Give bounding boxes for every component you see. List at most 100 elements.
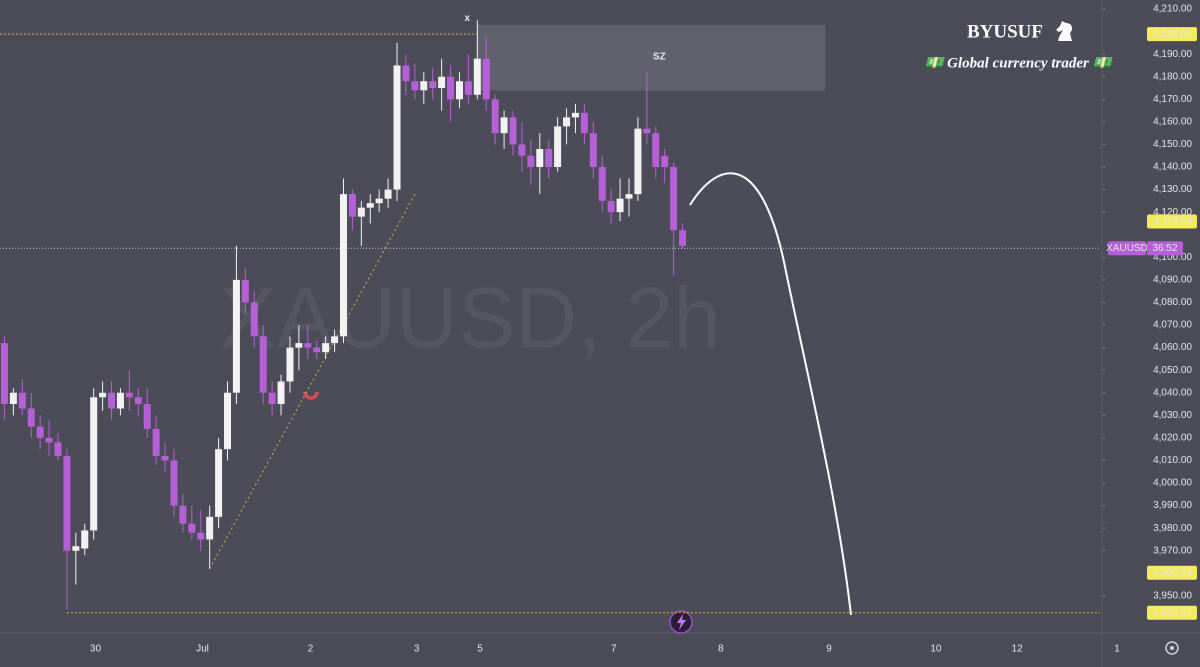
candle-body: [447, 76, 455, 100]
candle-body: [420, 81, 428, 91]
candle-body: [571, 112, 579, 118]
y-tick-label: 4,160.00: [1153, 117, 1192, 128]
candle-body: [348, 194, 356, 217]
candle-body: [366, 203, 374, 208]
price-label: 3,960.24: [1153, 567, 1192, 578]
candle-body: [643, 128, 651, 134]
candle-body: [259, 336, 267, 393]
candle-body: [161, 455, 169, 461]
y-tick-label: 4,150.00: [1153, 139, 1192, 150]
candle-body: [304, 343, 312, 348]
trendline: [209, 193, 416, 570]
x-tick-label: 9: [826, 644, 832, 655]
candle-body: [45, 437, 53, 443]
candle-body: [500, 117, 508, 134]
candle-body: [518, 144, 526, 156]
symbol-label: XAUUSD: [1106, 243, 1148, 254]
candle-body: [134, 397, 142, 405]
candle-body: [652, 133, 660, 168]
countdown-box: [1147, 241, 1183, 256]
x-tick-label: 3: [414, 644, 420, 655]
supply-zone: [477, 24, 826, 91]
price-label-box: [1147, 605, 1197, 620]
x-tick-label: 12: [1012, 644, 1024, 655]
candle-body: [589, 133, 597, 168]
candle-body: [224, 392, 232, 450]
candle-body: [215, 449, 223, 517]
candle-body: [411, 81, 419, 91]
x-tick-label: 2: [308, 644, 314, 655]
candle-body: [464, 81, 472, 95]
magnet-icon: [303, 391, 319, 400]
x-tick-label: 7: [611, 644, 617, 655]
candle-body: [580, 112, 588, 134]
candle-body: [339, 194, 347, 337]
candle-body: [170, 460, 178, 506]
candle-body: [116, 392, 124, 409]
candle-body: [545, 148, 553, 168]
countdown-label: 36:52: [1152, 243, 1177, 254]
candle-body: [393, 65, 401, 190]
y-tick-label: 3,990.00: [1153, 500, 1192, 511]
candle-body: [509, 117, 517, 145]
candle-body: [679, 230, 687, 247]
x-tick-label: 1: [1114, 644, 1120, 655]
y-tick-label: 4,010.00: [1153, 455, 1192, 466]
knight-icon: [1056, 21, 1073, 41]
candle-body: [125, 392, 133, 398]
candle-body: [18, 392, 26, 409]
candle-body: [536, 148, 544, 168]
price-label-box: [1147, 27, 1197, 42]
y-tick-label: 4,030.00: [1153, 410, 1192, 421]
price-label-box: [1147, 214, 1197, 229]
y-tick-label: 4,130.00: [1153, 184, 1192, 195]
candle-body: [598, 167, 606, 201]
y-tick-label: 4,050.00: [1153, 365, 1192, 376]
candle-body: [206, 516, 214, 540]
candle-body: [295, 343, 303, 348]
x-tick-label: 5: [477, 644, 483, 655]
replay-button[interactable]: [669, 610, 693, 634]
projection-curve: [689, 172, 852, 616]
candle-body: [331, 336, 339, 344]
candle-body: [616, 198, 624, 213]
candle-body: [563, 117, 571, 127]
candle-body: [241, 279, 249, 303]
candle-body: [625, 194, 633, 199]
candle-body: [384, 189, 392, 199]
candle-body: [9, 392, 17, 405]
candle-body: [250, 302, 258, 337]
swing-marker: x: [465, 13, 471, 24]
symbol-box: [1108, 241, 1146, 256]
candle-body: [108, 392, 116, 409]
candle-body: [90, 397, 98, 531]
y-tick-label: 4,210.00: [1153, 4, 1192, 15]
candle-body: [402, 65, 410, 82]
candle-body: [554, 126, 562, 168]
candle-body: [27, 408, 35, 427]
candle-body: [670, 167, 678, 231]
settings-icon[interactable]: [1165, 641, 1179, 655]
candle-body: [72, 546, 80, 551]
candle-body: [661, 155, 669, 168]
y-tick-label: 3,980.00: [1153, 523, 1192, 534]
y-tick-label: 4,080.00: [1153, 297, 1192, 308]
candle-body: [54, 442, 62, 456]
candle-body: [313, 347, 321, 353]
y-tick-label: 4,040.00: [1153, 387, 1192, 398]
price-label: 4,198.86: [1153, 29, 1192, 40]
candle-body: [232, 279, 240, 393]
y-tick-label: 4,190.00: [1153, 49, 1192, 60]
candle-body: [277, 381, 285, 405]
candle-body: [36, 426, 44, 438]
y-tick-label: 4,070.00: [1153, 320, 1192, 331]
candle-body: [152, 428, 160, 456]
y-tick-label: 4,100.00: [1153, 252, 1192, 263]
x-tick-label: 8: [718, 644, 724, 655]
candle-body: [482, 58, 490, 100]
candle-body: [99, 392, 107, 398]
candle-body: [527, 155, 535, 168]
y-tick-label: 3,950.00: [1153, 591, 1192, 602]
